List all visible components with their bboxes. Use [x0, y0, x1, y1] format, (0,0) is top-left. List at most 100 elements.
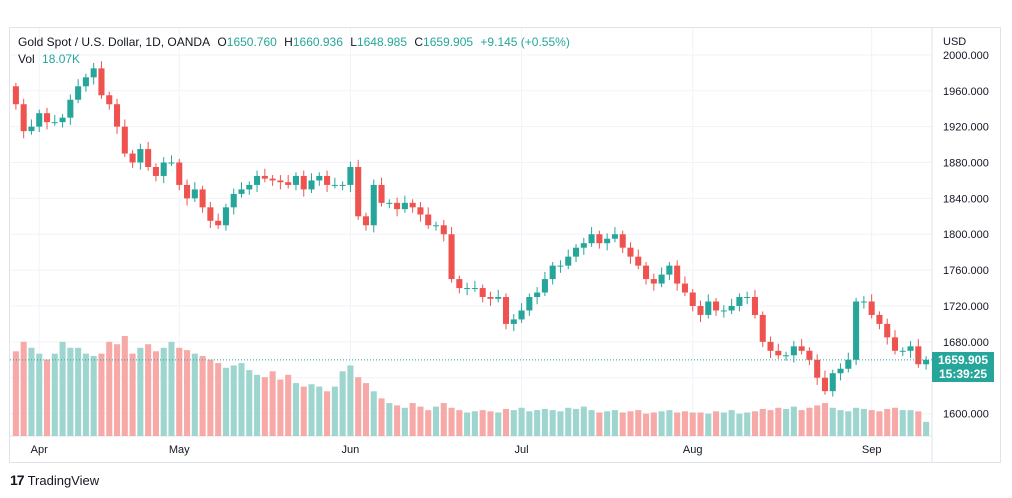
candle-body: [409, 202, 416, 208]
volume-bar: [254, 374, 261, 436]
candle-body: [713, 301, 720, 311]
volume-bar: [611, 410, 618, 436]
volume-bar: [308, 384, 315, 436]
volume-bar: [697, 412, 704, 436]
time-axis-label: Apr: [31, 444, 48, 456]
legend-volume: Vol 18.07K: [18, 52, 84, 66]
volume-bar: [627, 411, 634, 436]
candle-body: [137, 149, 144, 163]
candle-body: [759, 314, 766, 342]
time-axis-label: Jun: [342, 444, 360, 456]
candle-body: [362, 216, 370, 226]
legend-vol-label[interactable]: Vol: [18, 52, 35, 66]
volume-bar: [448, 407, 455, 436]
candle-body: [432, 225, 440, 227]
volume-bar: [199, 356, 206, 436]
candle-body: [246, 184, 253, 190]
price-axis-label: 1600.000: [943, 409, 989, 421]
volume-bar: [347, 365, 354, 436]
volume-bar: [324, 391, 331, 436]
volume-bar: [899, 410, 906, 436]
volume-bar: [510, 410, 517, 436]
candle-body: [184, 184, 191, 199]
candle-body: [440, 225, 447, 235]
candle-body: [751, 297, 758, 315]
volume-bar: [409, 403, 416, 436]
candle-body: [215, 220, 222, 226]
candle-body: [619, 234, 626, 248]
volume-bar: [891, 407, 899, 436]
volume-bar: [137, 347, 144, 436]
volume-bar: [106, 341, 113, 436]
volume-bar: [759, 408, 766, 436]
candle-body: [915, 346, 922, 365]
volume-bar: [339, 371, 346, 436]
volume-bar: [674, 412, 681, 436]
candle-body: [526, 297, 533, 311]
volume-bar: [261, 377, 268, 436]
candle-body: [191, 189, 198, 199]
volume-bar: [425, 410, 432, 436]
candle-body: [51, 122, 58, 124]
volume-bar: [650, 412, 657, 436]
volume-bar: [362, 383, 370, 436]
volume-bar: [923, 421, 930, 436]
volume-bar: [619, 412, 626, 436]
volume-bar: [666, 410, 673, 436]
volume-bar: [269, 371, 276, 436]
volume-bar: [915, 411, 922, 436]
volume-bar: [821, 403, 829, 436]
volume-bar: [526, 411, 533, 436]
volume-bar: [176, 347, 183, 436]
candle-body: [658, 274, 665, 284]
candle-body: [113, 104, 121, 127]
candle-body: [674, 265, 681, 284]
volume-bar: [806, 407, 813, 436]
volume-bar: [557, 411, 564, 436]
volume-bar: [277, 379, 284, 436]
volume-bar: [378, 398, 385, 436]
volume-bar: [744, 412, 751, 436]
candle-body: [798, 346, 805, 351]
volume-bar: [713, 411, 720, 436]
price-axis-label: 1680.000: [943, 337, 989, 349]
volume-bar: [59, 341, 66, 436]
candle-body: [121, 126, 128, 154]
candle-body: [572, 247, 580, 257]
legend-symbol[interactable]: Gold Spot / U.S. Dollar, 1D, OANDA: [18, 35, 211, 49]
candle-body: [269, 178, 276, 181]
volume-bar: [705, 413, 712, 436]
time-axis-label: Sep: [862, 444, 882, 456]
volume-bar: [184, 350, 191, 436]
candle-body: [145, 149, 152, 167]
legend-close-label: C: [414, 35, 424, 49]
candle-body: [495, 297, 502, 299]
candle-body: [790, 346, 797, 356]
volume-bar: [90, 356, 97, 436]
candle-body: [417, 207, 424, 215]
currency-label: USD: [943, 36, 966, 48]
candle-body: [199, 189, 206, 208]
candle-body: [331, 184, 338, 186]
tradingview-brand-text: TradingView: [27, 472, 100, 488]
volume-bar: [43, 359, 51, 436]
volume-bar: [604, 411, 611, 436]
candle-body: [222, 207, 229, 226]
volume-bar: [191, 353, 198, 436]
volume-bar: [588, 410, 595, 436]
tradingview-branding[interactable]: 17 TradingView: [10, 472, 99, 488]
price-axis-label: 1760.000: [943, 265, 989, 277]
candle-body: [129, 153, 136, 163]
volume-bar: [160, 347, 167, 436]
legend-low-label: L: [350, 35, 357, 49]
candle-body: [596, 234, 603, 244]
candle-body: [90, 68, 97, 78]
candle-body: [502, 297, 510, 324]
candle-body: [378, 184, 385, 203]
volume-bar: [113, 344, 121, 436]
legend-ohlc: Gold Spot / U.S. Dollar, 1D, OANDA O1650…: [18, 35, 574, 49]
candle-body: [643, 265, 650, 280]
candle-body: [884, 323, 891, 338]
price-axis-label: 1920.000: [943, 122, 989, 134]
